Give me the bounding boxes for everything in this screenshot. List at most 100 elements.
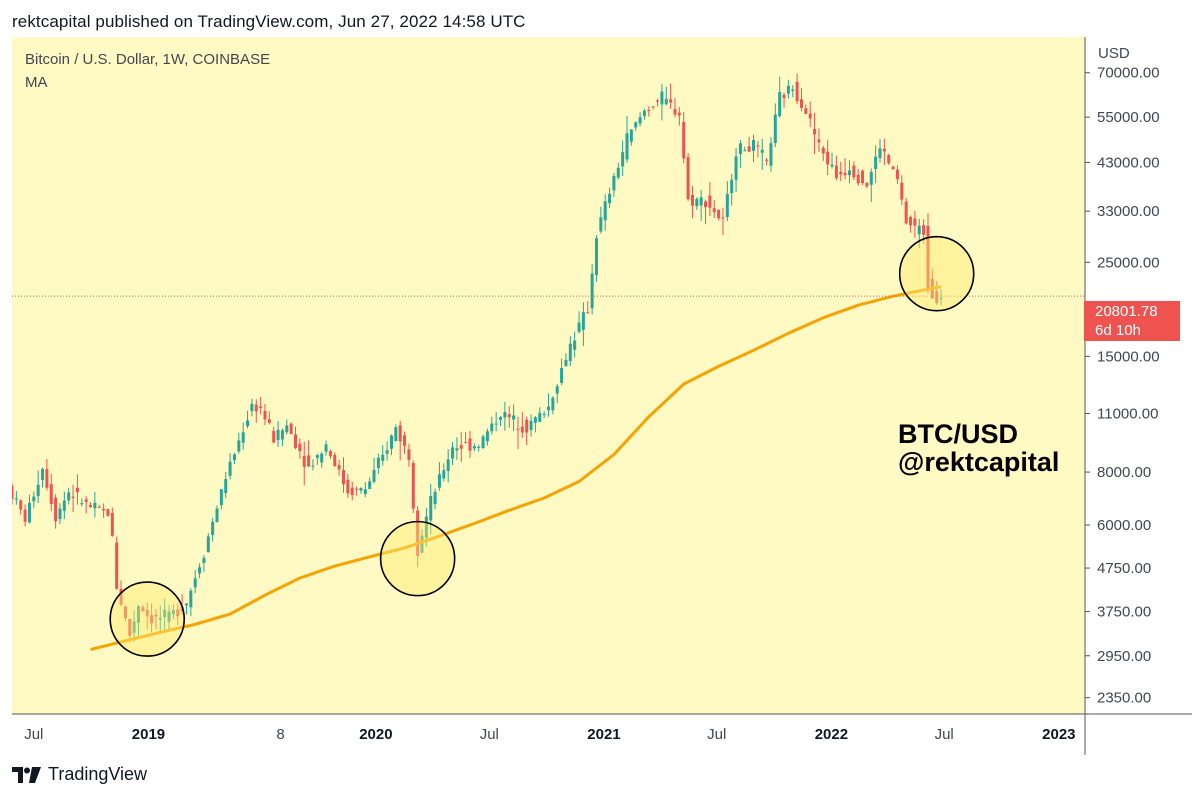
candle-body: [656, 100, 660, 102]
candle-body: [298, 443, 302, 452]
candle-body: [455, 448, 459, 451]
candle-body: [198, 567, 202, 574]
price-tick-label: 70000.00: [1097, 65, 1160, 82]
time-tick-label: 2020: [359, 726, 392, 743]
price-tick-label: 33000.00: [1097, 203, 1160, 220]
candle-body: [865, 182, 869, 187]
candle-body: [651, 106, 655, 108]
candle-body: [791, 89, 795, 91]
candle-body: [32, 496, 36, 502]
candle-body: [625, 133, 629, 160]
candle-body: [58, 508, 62, 520]
axis-background: [1085, 37, 1192, 755]
time-tick-label: 8: [276, 726, 284, 743]
candle-body: [669, 99, 673, 103]
candle-body: [106, 509, 110, 516]
candle-body: [119, 588, 123, 605]
price-axis[interactable]: 70000.00 55000.00 43000.00 33000.00 25000.00…: [1085, 65, 1160, 707]
candle-body: [804, 108, 808, 114]
candle-body: [581, 312, 585, 330]
candle-body: [542, 413, 546, 415]
candle-body: [738, 143, 742, 154]
currency-label: USD: [1098, 45, 1130, 62]
candle-body: [163, 609, 167, 618]
candle-body: [599, 217, 603, 232]
candle-body: [62, 500, 66, 511]
candle-body: [834, 165, 838, 179]
candle-body: [12, 485, 14, 499]
candle-body: [529, 420, 533, 431]
candle-body: [259, 406, 263, 409]
candle-body: [93, 502, 97, 509]
candle-body: [84, 499, 88, 502]
candle-body: [250, 403, 254, 412]
candle-body: [189, 590, 193, 608]
candle-body: [241, 432, 245, 443]
candle-body: [355, 488, 359, 490]
candle-body: [712, 208, 716, 213]
candle-body: [36, 484, 40, 497]
candle-body: [634, 122, 638, 128]
candle-body: [80, 503, 84, 505]
current-price-tag: 20801.78 6d 10h: [1084, 301, 1180, 341]
candle-body: [280, 430, 284, 440]
ma-line: [90, 285, 942, 652]
candle-body: [743, 150, 747, 152]
candle-body: [573, 340, 577, 350]
candle-body: [891, 166, 895, 169]
candle-body: [272, 430, 276, 443]
candle-body: [136, 606, 140, 623]
candle-body: [132, 621, 136, 633]
symbol-legend[interactable]: Bitcoin / U.S. Dollar, 1W, COINBASE: [25, 51, 271, 68]
time-axis[interactable]: Jul 2019 8 2020 Jul 2021 Jul 2022 Jul 2023: [24, 726, 1075, 743]
candle-body: [315, 455, 319, 458]
candle-body: [158, 617, 162, 620]
annotation-pair: BTC/USD: [898, 419, 1018, 449]
annotation-author: @rektcapital: [898, 447, 1060, 477]
candle-body: [926, 226, 930, 288]
chart-annotation: BTC/USD @rektcapital: [898, 420, 1059, 476]
candle-body: [704, 201, 708, 208]
candle-body: [75, 487, 79, 493]
candle-body: [499, 417, 503, 420]
price-chart[interactable]: 70000.00 55000.00 43000.00 33000.00 25000.00…: [12, 37, 1192, 755]
candle-body: [267, 419, 271, 423]
candle-body: [363, 489, 367, 494]
candle-body: [302, 455, 306, 467]
candle-body: [468, 438, 472, 451]
candle-body: [538, 412, 542, 422]
current-price-value: 20801.78: [1095, 303, 1158, 320]
candle-body: [869, 171, 873, 185]
candle-body: [590, 273, 594, 309]
candle-body: [228, 461, 232, 476]
candle-body: [773, 114, 777, 143]
candle-body: [612, 175, 616, 191]
candle-body: [407, 449, 411, 460]
candle-body: [477, 446, 481, 448]
candle-body: [629, 129, 633, 142]
tradingview-brand[interactable]: TradingView: [12, 764, 147, 785]
candle-body: [821, 147, 825, 154]
time-tick-label: 2022: [815, 726, 848, 743]
candle-body: [795, 81, 799, 102]
indicator-legend[interactable]: MA: [25, 74, 48, 91]
price-tick-label: 3750.00: [1097, 604, 1151, 621]
candle-body: [485, 431, 489, 442]
time-tick-label: Jul: [935, 726, 954, 743]
candle-body: [586, 312, 590, 314]
candle-body: [830, 164, 834, 167]
candle-body: [459, 445, 463, 449]
candle-body: [874, 156, 878, 169]
candle-body: [193, 578, 197, 588]
candle-body: [856, 174, 860, 184]
candle-body: [555, 386, 559, 394]
candle-body: [621, 152, 625, 167]
highlight-circle: [898, 235, 975, 312]
candle-body: [333, 455, 337, 467]
price-tick-label: 55000.00: [1097, 109, 1160, 126]
candle-body: [446, 459, 450, 472]
bar-countdown: 6d 10h: [1095, 322, 1141, 339]
candle-body: [128, 619, 132, 636]
candle-body: [904, 201, 908, 224]
candle-body: [568, 343, 572, 361]
